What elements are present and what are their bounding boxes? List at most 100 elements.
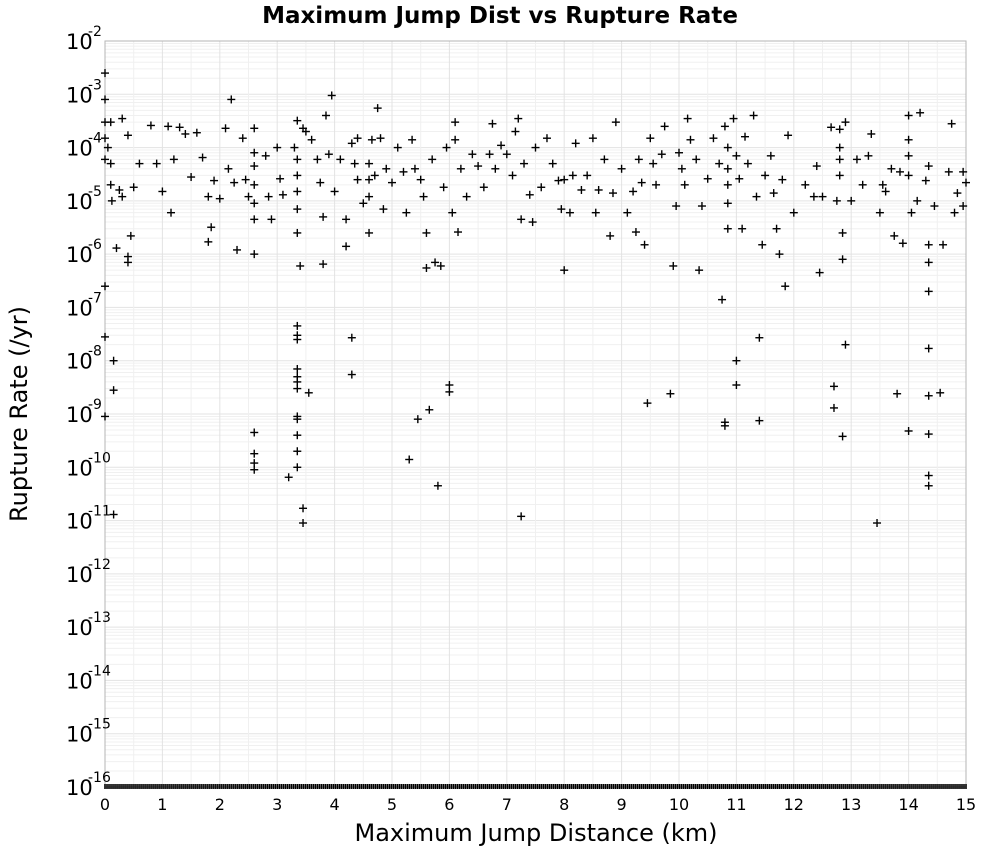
scatter-point	[126, 231, 135, 240]
scatter-point	[321, 111, 330, 120]
scatter-point	[359, 199, 368, 208]
scatter-point	[511, 127, 520, 136]
x-tick-label: 0	[100, 795, 110, 814]
scatter-point	[347, 333, 356, 342]
scatter-point	[683, 114, 692, 123]
scatter-point	[365, 228, 374, 237]
scatter-point	[835, 143, 844, 152]
scatter-point	[936, 388, 945, 397]
scatter-point	[801, 180, 810, 189]
scatter-point	[410, 164, 419, 173]
scatter-point	[766, 151, 775, 160]
scatter-point	[491, 164, 500, 173]
scatter-point	[204, 192, 213, 201]
scatter-point	[347, 139, 356, 148]
scatter-point	[250, 199, 259, 208]
scatter-point	[422, 228, 431, 237]
scatter-point	[832, 196, 841, 205]
scatter-point	[118, 114, 127, 123]
y-tick-label: 10-14	[66, 663, 111, 693]
scatter-point	[675, 148, 683, 157]
y-tick-label: 10-6	[66, 237, 102, 267]
scatter-point	[812, 162, 821, 171]
y-tick-base: 10	[66, 137, 93, 161]
y-tick-base: 10	[66, 776, 93, 800]
scatter-point	[101, 282, 109, 291]
scatter-point	[250, 215, 259, 224]
scatter-point	[456, 164, 465, 173]
scatter-point	[227, 95, 236, 104]
y-tick-label: 10-2	[66, 24, 102, 54]
scatter-point	[617, 164, 626, 173]
scatter-point	[827, 123, 836, 132]
x-tick-label: 15	[956, 795, 976, 814]
scatter-point	[399, 167, 408, 176]
y-tick-base: 10	[66, 83, 93, 107]
scatter-point	[101, 134, 109, 143]
y-tick-exponent: -11	[88, 504, 111, 520]
scatter-point	[293, 116, 302, 125]
scatter-point	[738, 224, 747, 233]
scatter-point	[924, 287, 933, 296]
scatter-point	[382, 164, 391, 173]
scatter-point	[210, 176, 219, 185]
scatter-point	[924, 391, 933, 400]
x-tick-label: 4	[330, 795, 340, 814]
scatter-point	[904, 151, 913, 160]
scatter-point	[244, 192, 253, 201]
scatter-point	[123, 258, 132, 267]
y-tick-label: 10-3	[66, 77, 102, 107]
scatter-point	[264, 192, 273, 201]
scatter-point	[646, 134, 655, 143]
scatter-point	[784, 131, 793, 140]
scatter-point	[241, 175, 250, 184]
y-tick-exponent: -8	[88, 344, 102, 360]
scatter-point	[107, 196, 116, 205]
scatter-point	[261, 151, 270, 160]
scatter-point	[588, 134, 597, 143]
scatter-point	[316, 178, 325, 187]
scatter-point	[109, 386, 118, 395]
scatter-point	[571, 139, 580, 148]
scatter-point	[106, 159, 115, 168]
y-tick-base: 10	[66, 350, 93, 374]
scatter-point	[307, 135, 316, 144]
scatter-point	[930, 202, 939, 211]
scatter-point	[106, 180, 115, 189]
scatter-point	[324, 150, 333, 159]
scatter-point	[514, 114, 523, 123]
scatter-point	[692, 155, 701, 164]
y-tick-label: 10-13	[66, 610, 111, 640]
scatter-point	[873, 519, 882, 528]
scatter-point	[657, 150, 666, 159]
scatter-point	[293, 187, 302, 196]
scatter-point	[299, 519, 308, 528]
scatter-point	[643, 399, 652, 408]
scatter-point	[336, 155, 345, 164]
scatter-point	[293, 155, 302, 164]
scatter-point	[365, 175, 374, 184]
scatter-point	[520, 159, 529, 168]
scatter-point	[649, 159, 658, 168]
scatter-point	[479, 183, 488, 192]
scatter-point	[454, 228, 463, 237]
y-tick-label: 10-4	[66, 131, 102, 161]
scatter-point	[924, 430, 933, 439]
data-points	[101, 69, 970, 528]
scatter-point	[953, 189, 962, 198]
scatter-point	[924, 481, 933, 490]
scatter-point	[342, 215, 351, 224]
scatter-point	[723, 199, 732, 208]
scatter-point	[875, 208, 884, 217]
scatter-point	[101, 155, 109, 164]
scatter-point	[789, 208, 798, 217]
scatter-point	[347, 370, 356, 379]
scatter-point	[353, 134, 362, 143]
scatter-point	[672, 202, 681, 211]
scatter-point	[267, 215, 276, 224]
y-tick-label: 10-9	[66, 397, 102, 427]
scatter-point	[847, 196, 856, 205]
scatter-point	[924, 240, 933, 249]
scatter-point	[488, 119, 497, 128]
scatter-point	[436, 261, 445, 270]
